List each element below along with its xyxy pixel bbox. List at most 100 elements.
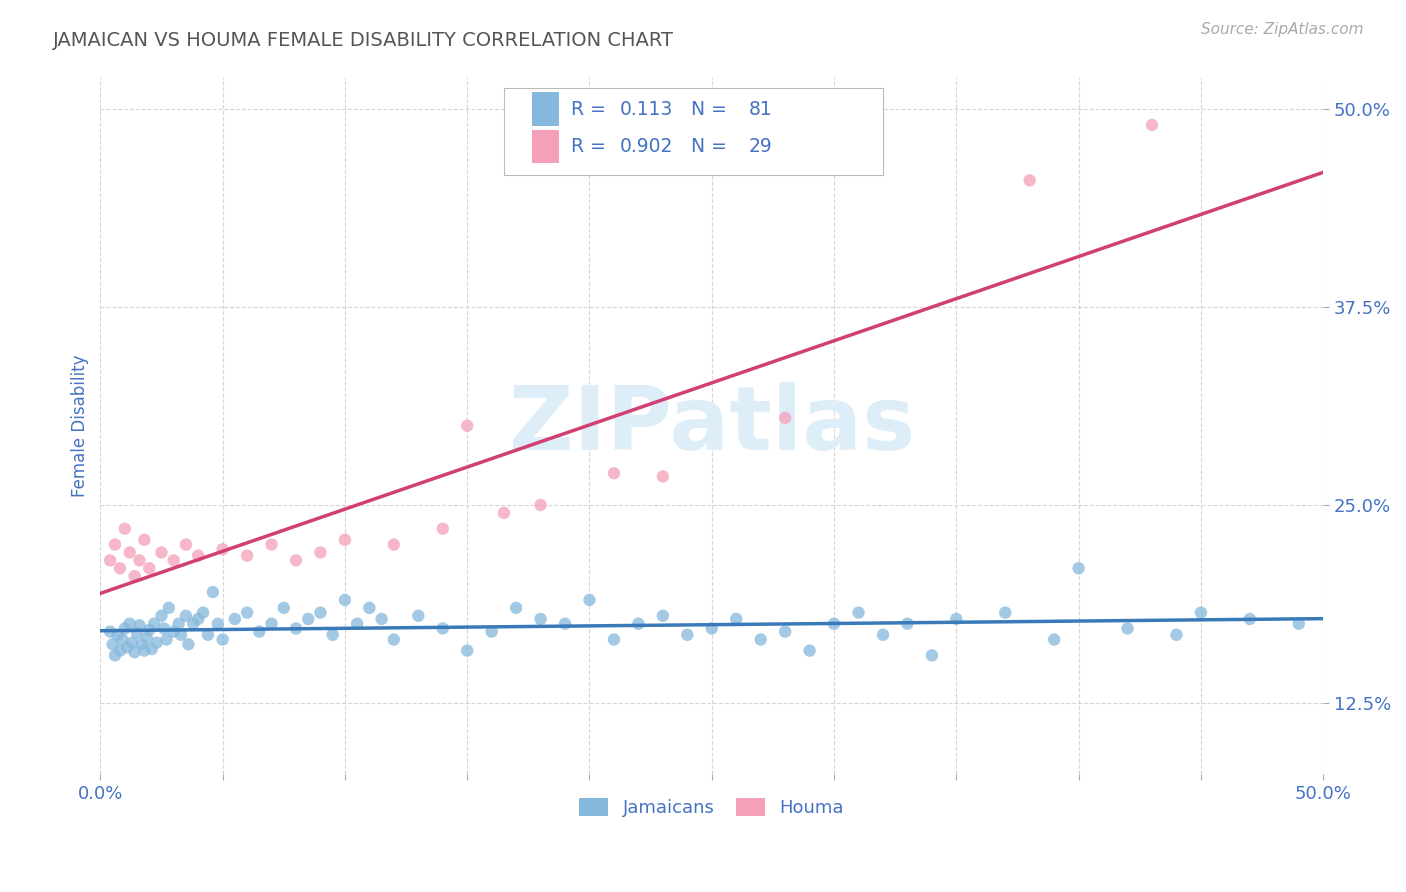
Point [101, 637, 124, 651]
Point [247, 624, 270, 639]
Point [191, 606, 214, 620]
Point [135, 631, 157, 645]
Text: N =: N = [679, 100, 733, 119]
Point [211, 542, 233, 557]
Point [676, 628, 699, 642]
Point [297, 612, 319, 626]
Point [153, 622, 176, 636]
Point [118, 545, 141, 559]
Point [197, 628, 219, 642]
Point [211, 632, 233, 647]
Point [456, 418, 478, 433]
Point [150, 545, 173, 559]
Point [382, 632, 405, 647]
Point [749, 632, 772, 647]
Point [118, 616, 141, 631]
Point [98, 624, 121, 639]
Point [141, 642, 163, 657]
Text: 0.113: 0.113 [620, 100, 673, 119]
Point [322, 628, 344, 642]
Point [138, 561, 160, 575]
Point [1189, 606, 1212, 620]
Point [170, 628, 193, 642]
Point [138, 623, 160, 637]
Point [333, 533, 356, 547]
Point [481, 624, 503, 639]
Point [700, 622, 723, 636]
Point [370, 612, 392, 626]
Point [260, 616, 283, 631]
Point [945, 612, 967, 626]
Point [432, 522, 454, 536]
Point [529, 612, 551, 626]
Point [725, 612, 748, 626]
Point [108, 643, 131, 657]
Point [1116, 622, 1139, 636]
Point [651, 469, 673, 483]
Point [505, 600, 527, 615]
Point [799, 643, 821, 657]
Point [121, 636, 143, 650]
Point [224, 612, 246, 626]
Point [1018, 173, 1040, 187]
Point [207, 616, 229, 631]
Point [309, 606, 332, 620]
Point [1239, 612, 1261, 626]
Point [309, 545, 332, 559]
Text: 29: 29 [748, 137, 772, 156]
Point [128, 553, 150, 567]
Point [187, 612, 209, 626]
Text: ZIPatlas: ZIPatlas [509, 383, 915, 469]
Point [157, 600, 180, 615]
Point [285, 622, 308, 636]
Point [108, 561, 131, 575]
Point [114, 622, 136, 636]
Text: R =: R = [571, 100, 612, 119]
Point [174, 608, 197, 623]
Point [432, 622, 454, 636]
Text: JAMAICAN VS HOUMA FEMALE DISABILITY CORRELATION CHART: JAMAICAN VS HOUMA FEMALE DISABILITY CORR… [53, 31, 675, 50]
Point [114, 522, 136, 536]
Point [104, 537, 127, 551]
Point [163, 553, 186, 567]
Point [456, 643, 478, 657]
Point [554, 616, 576, 631]
Point [236, 606, 259, 620]
Point [167, 616, 190, 631]
Point [408, 608, 430, 623]
Point [143, 616, 166, 631]
Point [117, 640, 139, 655]
Point [896, 616, 918, 631]
Point [134, 533, 156, 547]
Point [150, 608, 173, 623]
Point [872, 628, 894, 642]
FancyBboxPatch shape [531, 130, 560, 163]
Point [128, 618, 150, 632]
Point [145, 636, 167, 650]
Point [773, 410, 796, 425]
Point [382, 537, 405, 551]
Point [273, 600, 295, 615]
Point [773, 624, 796, 639]
Point [529, 498, 551, 512]
Point [285, 553, 308, 567]
Text: R =: R = [571, 137, 612, 156]
Point [1067, 561, 1090, 575]
Point [359, 600, 381, 615]
Point [174, 537, 197, 551]
Point [848, 606, 870, 620]
Point [187, 549, 209, 563]
Point [163, 624, 186, 639]
Point [260, 537, 283, 551]
Point [1043, 632, 1066, 647]
Point [134, 643, 156, 657]
Point [1288, 616, 1310, 631]
Point [1140, 118, 1163, 132]
Point [124, 645, 146, 659]
Y-axis label: Female Disability: Female Disability [72, 354, 89, 497]
Point [1166, 628, 1188, 642]
Text: N =: N = [679, 137, 733, 156]
Point [107, 628, 129, 642]
Point [236, 549, 259, 563]
Point [578, 593, 600, 607]
